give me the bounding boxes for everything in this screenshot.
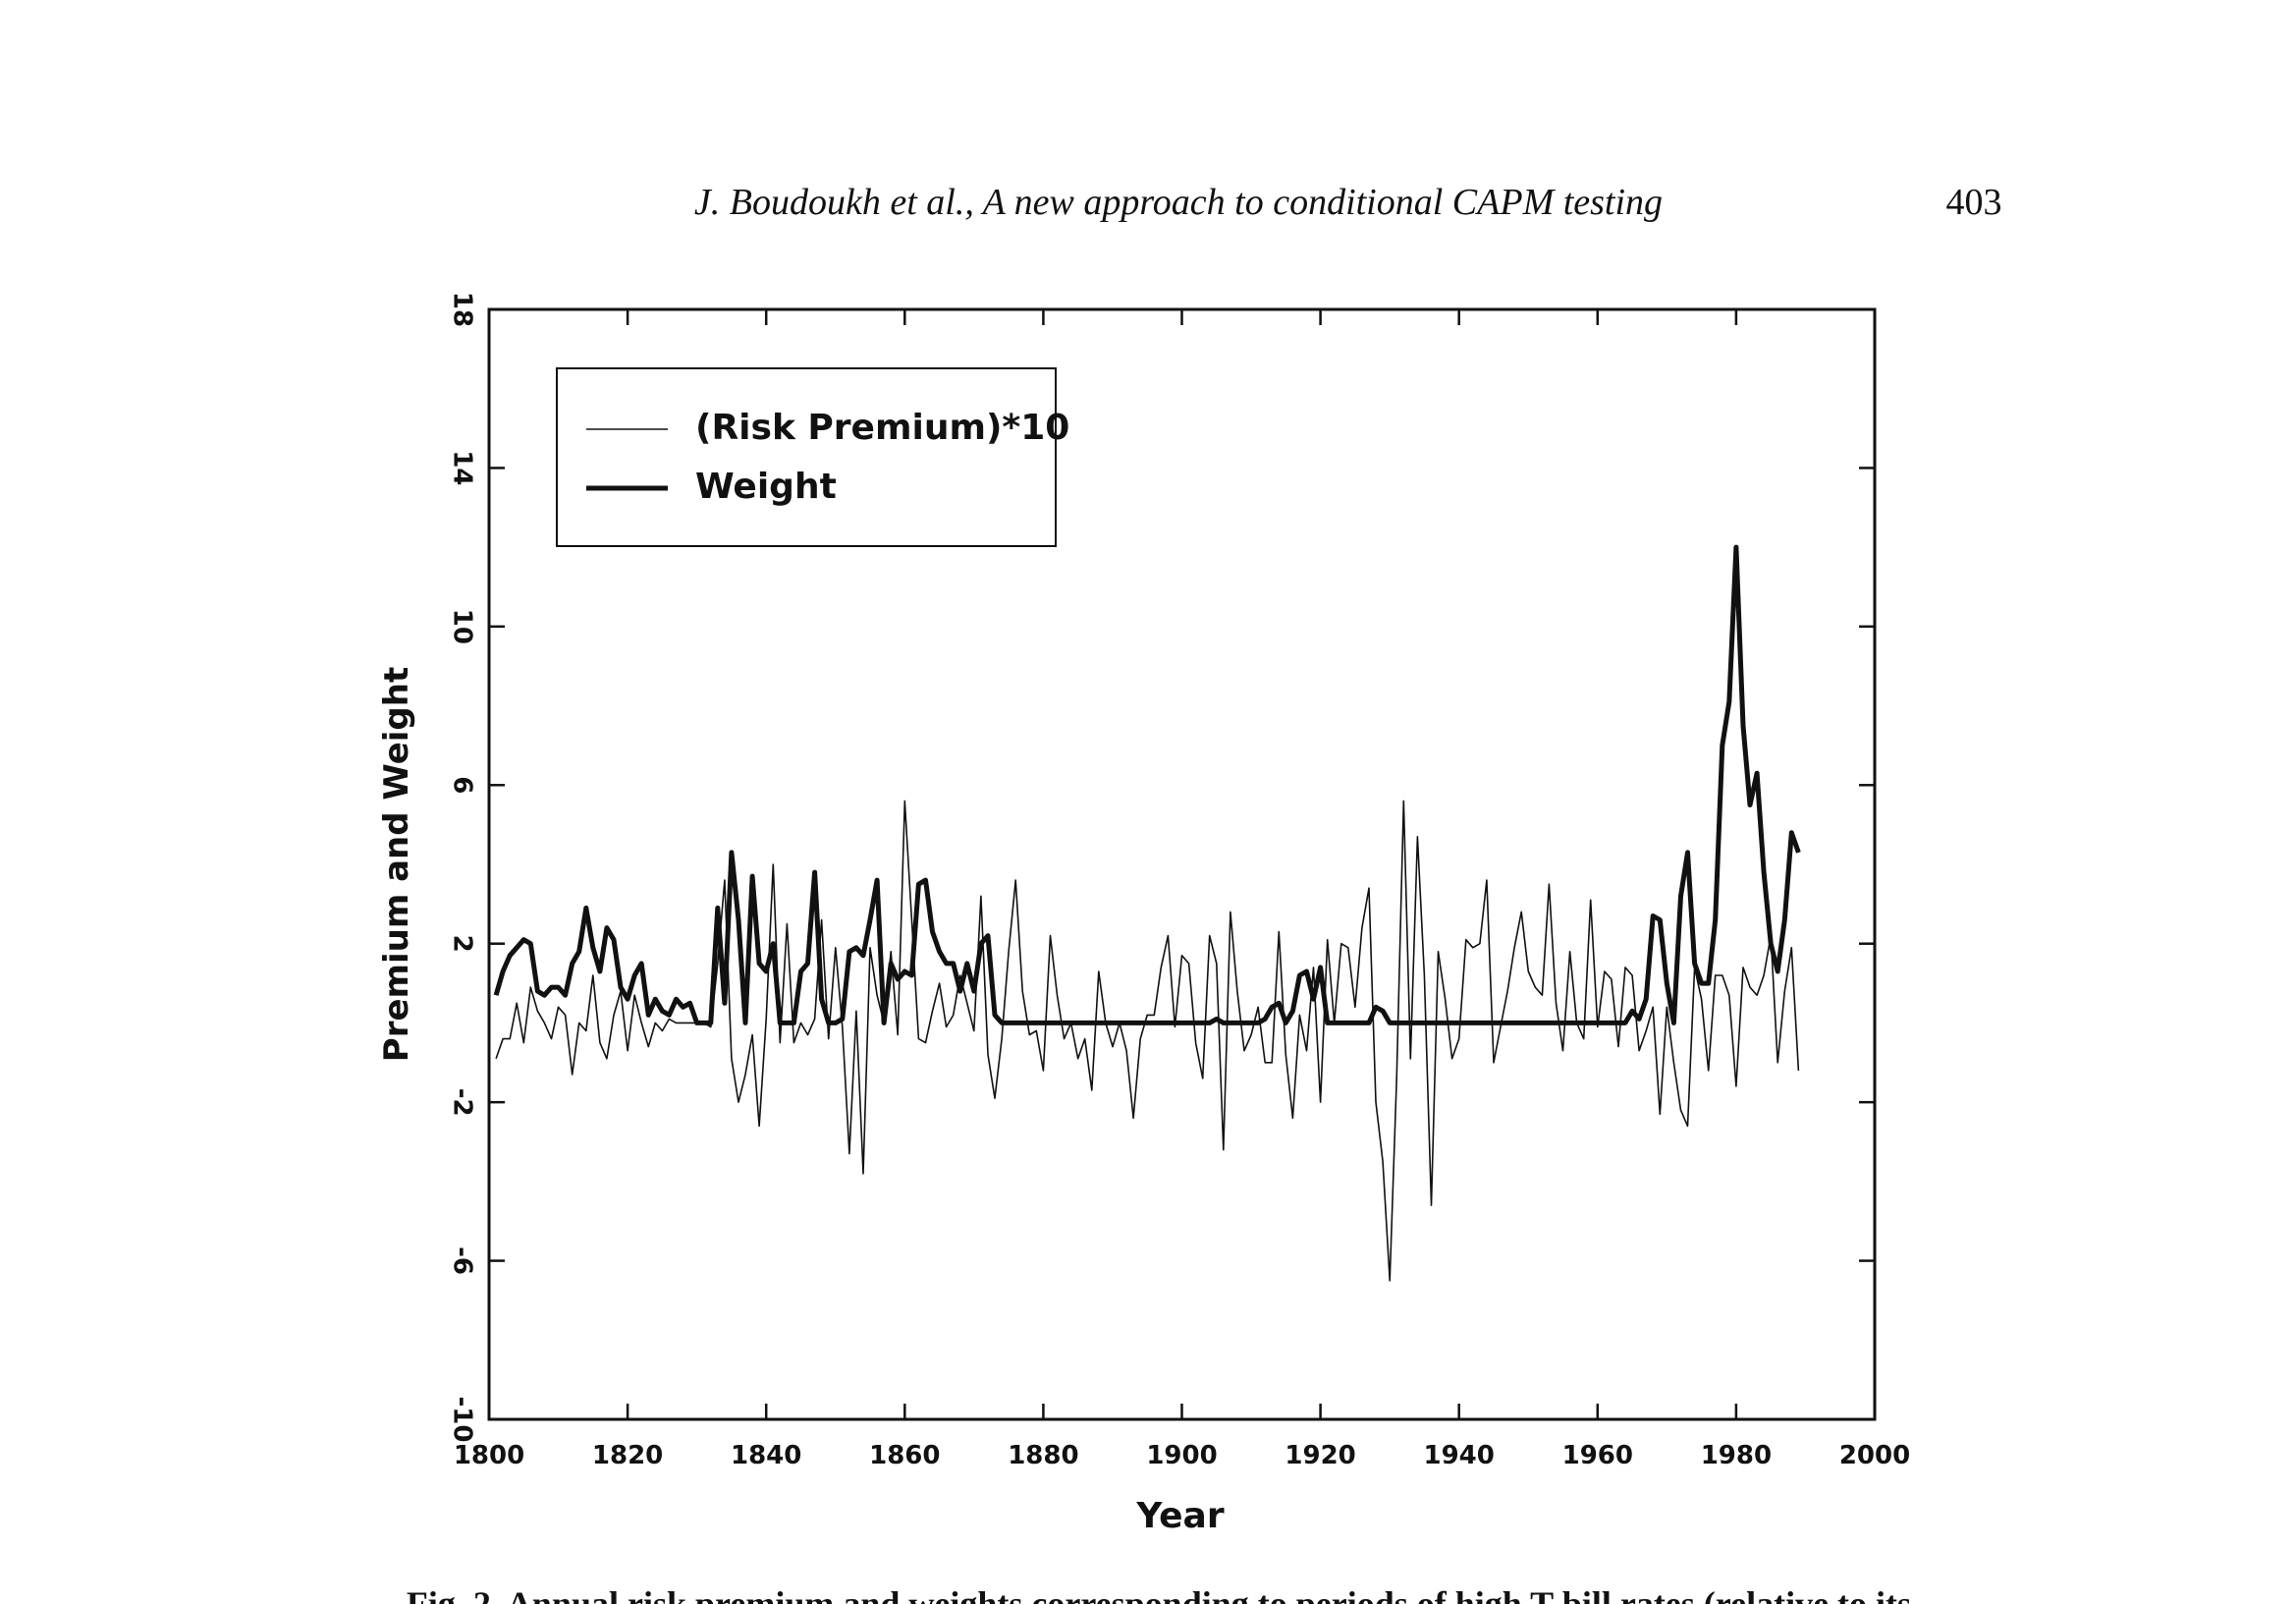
x-tick-label: 2000 <box>1839 1441 1910 1470</box>
y-tick-label: 2 <box>448 935 477 953</box>
legend-box <box>556 367 1057 547</box>
x-tick-label: 1920 <box>1285 1441 1355 1470</box>
x-tick-label: 1960 <box>1562 1441 1633 1470</box>
x-tick-label: 1900 <box>1146 1441 1217 1470</box>
legend-label: (Risk Premium)*10 <box>695 408 1069 448</box>
x-tick-label: 1800 <box>454 1441 524 1470</box>
x-tick-label: 1880 <box>1008 1441 1078 1470</box>
y-axis-label: Premium and Weight <box>377 667 416 1062</box>
x-axis-label: Year <box>1135 1496 1224 1536</box>
series-line <box>493 544 1801 1025</box>
caption: Fig. 2. Annual risk premium and weights … <box>407 1584 1911 1604</box>
series-line <box>495 800 1800 1282</box>
y-tick-label: 6 <box>448 776 477 794</box>
x-tick-label: 1820 <box>592 1441 663 1470</box>
x-tick-label: 1840 <box>731 1441 801 1470</box>
running-title: J. Boudoukh et al., A new approach to co… <box>694 182 1663 223</box>
legend-label: Weight <box>695 467 837 507</box>
x-tick-label: 1860 <box>869 1441 940 1470</box>
x-tick-label: 1940 <box>1424 1441 1495 1470</box>
y-tick-label: -10 <box>448 1397 477 1443</box>
page-number: 403 <box>1946 182 2002 223</box>
y-tick-label: -6 <box>448 1246 477 1275</box>
y-tick-label: 10 <box>448 609 477 644</box>
y-tick-label: -2 <box>448 1088 477 1117</box>
x-tick-label: 1980 <box>1701 1441 1772 1470</box>
y-tick-label: 18 <box>448 292 477 327</box>
y-tick-label: 14 <box>448 450 477 485</box>
